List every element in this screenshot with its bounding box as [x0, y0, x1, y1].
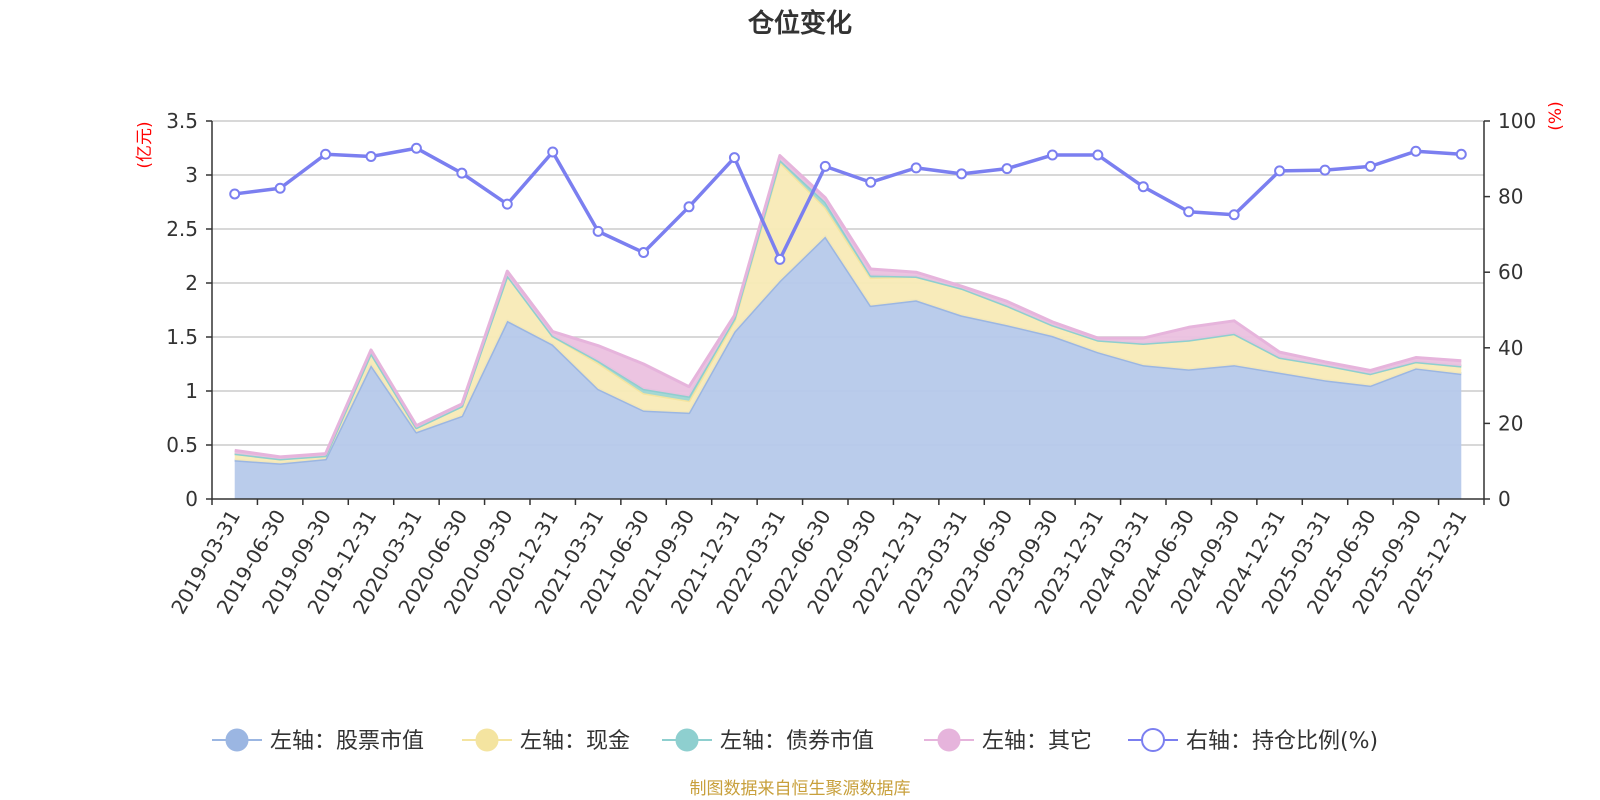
ratio-point: [1183, 206, 1195, 218]
ratio-point: [638, 247, 650, 259]
ratio-point: [365, 151, 377, 163]
legend-marker: [475, 728, 499, 752]
ratio-line-path: [234, 146, 1462, 262]
ratio-point: [819, 160, 831, 172]
legend-marker: [937, 728, 961, 752]
right-tick-label: 100: [1498, 109, 1536, 133]
ratio-point: [774, 253, 786, 265]
legend-item: 左轴：股票市值: [212, 728, 424, 754]
position-ratio-line: [229, 142, 1467, 265]
ratio-point: [501, 198, 513, 210]
stacked-areas: [234, 154, 1462, 499]
ratio-point: [229, 188, 241, 200]
ratio-point: [1410, 145, 1422, 157]
right-tick-label: 80: [1498, 185, 1523, 209]
ratio-point: [910, 162, 922, 174]
ratio-point: [728, 152, 740, 164]
legend-label: 左轴：债券市值: [720, 729, 874, 754]
legend-label: 左轴：其它: [982, 729, 1092, 754]
ratio-point: [1274, 165, 1286, 177]
ratio-point: [547, 146, 559, 158]
right-axis-unit: (%): [1546, 101, 1566, 130]
ratio-point: [683, 201, 695, 213]
ratio-point: [1046, 149, 1058, 161]
left-axis-unit: (亿元): [135, 121, 155, 168]
legend-label: 左轴：现金: [520, 729, 630, 754]
left-tick-label: 3: [185, 163, 198, 187]
legend-item: 左轴：债券市值: [662, 728, 874, 754]
legend-item: 左轴：其它: [924, 728, 1092, 754]
legend-item: 左轴：现金: [462, 728, 630, 754]
legend-label: 左轴：股票市值: [270, 729, 424, 754]
ratio-point: [1455, 148, 1467, 160]
ratio-point: [1364, 160, 1376, 172]
ratio-point: [956, 168, 968, 180]
ratio-point: [865, 176, 877, 188]
ratio-point: [1137, 181, 1149, 193]
ratio-point: [410, 142, 422, 154]
ratio-point: [274, 182, 286, 194]
ratio-point: [1092, 149, 1104, 161]
area-edge: [234, 154, 1462, 459]
ratio-point: [1228, 209, 1240, 221]
legend-item: 右轴：持仓比例(%): [1128, 728, 1378, 754]
right-tick-label: 60: [1498, 260, 1523, 284]
ratio-point: [1001, 163, 1013, 175]
ratio-point: [320, 148, 332, 160]
legend-marker: [225, 728, 249, 752]
left-tick-label: 3.5: [166, 109, 198, 133]
left-tick-label: 1: [185, 379, 198, 403]
ratio-point: [456, 167, 468, 179]
legend-marker: [1141, 728, 1165, 752]
left-tick-label: 2: [185, 271, 198, 295]
legend-marker: [675, 728, 699, 752]
ratio-point: [1319, 164, 1331, 176]
right-tick-label: 40: [1498, 336, 1523, 360]
chart-title: 仓位变化: [747, 8, 852, 39]
legend-label: 右轴：持仓比例(%): [1186, 729, 1378, 754]
left-tick-label: 2.5: [166, 217, 198, 241]
ratio-point: [592, 225, 604, 237]
left-tick-label: 0: [185, 487, 198, 511]
legend: 左轴：股票市值 左轴：现金 左轴：债券市值 左轴：其它 右轴：持仓比例(%): [212, 728, 1378, 754]
right-tick-label: 20: [1498, 411, 1523, 435]
left-tick-label: 1.5: [166, 325, 198, 349]
source-note: 制图数据来自恒生聚源数据库: [690, 779, 911, 799]
right-tick-label: 0: [1498, 487, 1511, 511]
area-series: [234, 236, 1462, 499]
left-tick-label: 0.5: [166, 433, 198, 457]
